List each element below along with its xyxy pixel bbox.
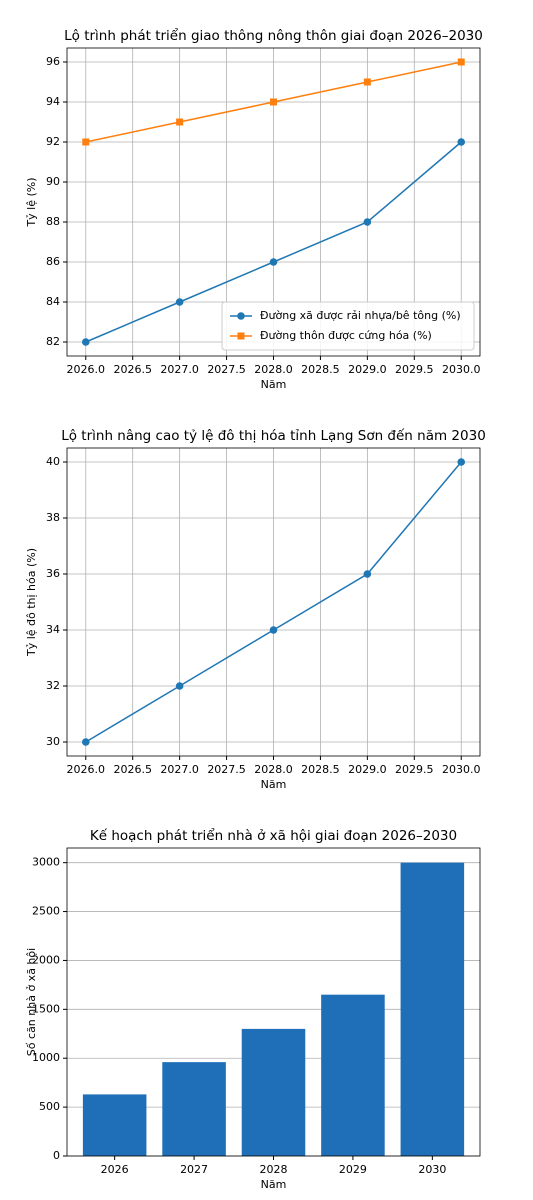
y-tick-label: 90: [46, 175, 60, 188]
axes-frame: [66, 47, 481, 357]
legend-marker: [237, 332, 245, 340]
x-tick-label: 2028.0: [254, 763, 293, 776]
bar: [162, 1062, 226, 1156]
x-tick-label: 2029.5: [395, 763, 434, 776]
y-tick-label: 38: [46, 511, 60, 524]
x-tick-label: 2027.5: [207, 363, 246, 376]
point: [363, 570, 372, 578]
x-tick-label: 2028.5: [301, 763, 340, 776]
y-tick-label: 40: [46, 455, 60, 468]
point: [363, 218, 372, 226]
y-axis-label: Tỷ lệ đô thị hóa (%): [25, 548, 38, 657]
x-axis-label: Năm: [261, 378, 287, 391]
bar: [82, 1094, 147, 1156]
x-tick-label: 2027.5: [207, 763, 246, 776]
y-tick-label: 34: [46, 623, 60, 636]
legend-label: Đường thôn được cứng hóa (%): [260, 329, 432, 342]
x-axis-label: Năm: [261, 778, 287, 791]
x-axis-label: Năm: [261, 1178, 287, 1191]
x-tick-label: 2027.0: [160, 363, 199, 376]
point: [269, 626, 278, 634]
y-tick-label: 3000: [32, 856, 60, 869]
x-tick-label: 2027.0: [160, 763, 199, 776]
y-tick-label: 94: [46, 95, 60, 108]
y-tick-label: 92: [46, 135, 60, 148]
point: [457, 458, 466, 466]
x-tick-label: 2029.0: [348, 363, 387, 376]
point: [176, 118, 184, 126]
y-tick-label: 36: [46, 567, 60, 580]
point: [270, 98, 277, 106]
x-tick-label: 2029.0: [348, 763, 387, 776]
x-tick-label: 2029.5: [395, 363, 434, 376]
point: [81, 738, 90, 746]
axes-frame: [66, 847, 481, 1157]
x-tick-label: 2027: [180, 1163, 208, 1176]
x-tick-label: 2030.0: [442, 363, 481, 376]
x-tick-label: 2028: [260, 1163, 288, 1176]
legend-marker: [237, 312, 245, 320]
x-tick-label: 2028.0: [254, 363, 293, 376]
x-tick-label: 2026.5: [113, 763, 152, 776]
y-tick-label: 0: [53, 1149, 60, 1162]
y-tick-label: 500: [39, 1100, 60, 1113]
chart-title: Lộ trình nâng cao tỷ lệ đô thị hóa tỉnh …: [61, 427, 486, 444]
point: [363, 78, 371, 86]
point: [457, 58, 465, 66]
y-tick-label: 2000: [32, 953, 60, 966]
x-tick-label: 2029: [339, 1163, 367, 1176]
x-tick-label: 2030.0: [442, 763, 481, 776]
legend: [221, 301, 475, 351]
x-tick-label: 2028.5: [301, 363, 340, 376]
y-tick-label: 96: [46, 55, 60, 68]
y-tick-label: 1000: [32, 1051, 60, 1064]
x-tick-label: 2026.5: [113, 363, 152, 376]
y-axis-label: Tỷ lệ (%): [25, 177, 38, 227]
point: [269, 258, 278, 266]
bar: [400, 862, 465, 1156]
chart-title: Kế hoạch phát triển nhà ở xã hội giai đo…: [90, 827, 457, 844]
x-tick-label: 2026.0: [67, 763, 106, 776]
x-tick-label: 2026: [101, 1163, 129, 1176]
axes-frame: [66, 447, 481, 757]
chart-title: Lộ trình phát triển giao thông nông thôn…: [64, 27, 483, 44]
y-tick-label: 30: [46, 735, 60, 748]
y-tick-label: 84: [46, 295, 60, 308]
x-tick-label: 2026.0: [67, 363, 106, 376]
point: [175, 298, 184, 306]
y-tick-label: 86: [46, 255, 60, 268]
y-tick-label: 82: [46, 335, 60, 348]
point: [457, 138, 466, 146]
y-axis-label: Số căn nhà ở xã hội: [25, 948, 38, 1056]
bar: [241, 1028, 306, 1156]
bar: [321, 994, 385, 1156]
y-tick-label: 32: [46, 679, 60, 692]
x-tick-label: 2030: [418, 1163, 446, 1176]
point: [82, 138, 90, 146]
y-tick-label: 88: [46, 215, 60, 228]
y-tick-label: 1500: [32, 1002, 60, 1015]
point: [81, 338, 90, 346]
legend-label: Đường xã được rải nhựa/bê tông (%): [260, 309, 461, 322]
point: [175, 682, 184, 690]
y-tick-label: 2500: [32, 905, 60, 918]
